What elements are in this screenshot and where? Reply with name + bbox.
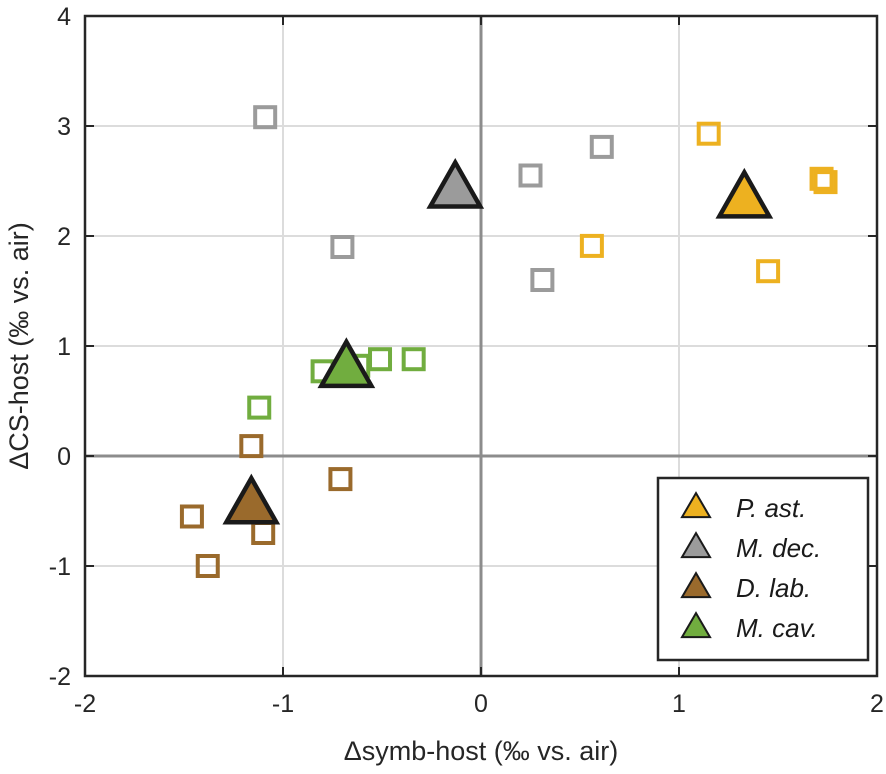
data-point bbox=[589, 134, 614, 159]
data-point bbox=[579, 233, 604, 258]
data-point bbox=[696, 121, 721, 146]
axis-ticks bbox=[84, 15, 878, 677]
data-point bbox=[813, 170, 838, 195]
x-tick-label: 0 bbox=[474, 690, 488, 718]
x-axis-label: Δsymb-host (‰ vs. air) bbox=[344, 736, 619, 766]
data-point bbox=[368, 347, 393, 372]
data-point bbox=[239, 434, 264, 459]
data-point bbox=[530, 268, 555, 292]
x-tick-label: 1 bbox=[672, 690, 686, 718]
x-tick-label: -1 bbox=[272, 690, 294, 718]
data-point bbox=[179, 504, 204, 529]
x-tick-label: -2 bbox=[74, 690, 96, 718]
y-tick-label: -2 bbox=[49, 663, 71, 691]
y-tick-label: 4 bbox=[57, 3, 71, 31]
data-point bbox=[756, 259, 781, 284]
data-point bbox=[809, 166, 834, 191]
legend-marker bbox=[680, 611, 712, 639]
data-point bbox=[330, 235, 355, 259]
legend-label: P. ast. bbox=[736, 493, 806, 523]
y-tick-label: 0 bbox=[57, 443, 71, 471]
y-tick-label: 1 bbox=[57, 333, 71, 361]
data-point bbox=[253, 105, 278, 130]
mean-markers bbox=[222, 157, 774, 525]
legend-label: M. cav. bbox=[736, 613, 818, 643]
mean-marker bbox=[426, 157, 485, 209]
zero-lines bbox=[85, 16, 877, 676]
data-point bbox=[518, 163, 543, 188]
mean-marker bbox=[317, 337, 376, 389]
x-tick-label: 2 bbox=[870, 690, 884, 718]
data-point bbox=[247, 395, 272, 420]
legend-items: P. ast. M. dec. D. lab. M. cav. bbox=[680, 491, 821, 643]
x-tick-labels: -2 -1 0 1 2 bbox=[74, 690, 884, 718]
data-point bbox=[195, 554, 220, 578]
data-point bbox=[401, 347, 426, 372]
data-point bbox=[328, 467, 353, 492]
legend-label: D. lab. bbox=[736, 573, 811, 603]
legend-label: M. dec. bbox=[736, 533, 821, 563]
y-tick-label: -1 bbox=[49, 553, 71, 581]
y-tick-label: 2 bbox=[57, 223, 71, 251]
data-points bbox=[179, 105, 838, 578]
y-tick-label: 3 bbox=[57, 113, 71, 141]
legend-marker bbox=[680, 531, 712, 559]
mean-marker bbox=[715, 167, 774, 219]
legend: P. ast. M. dec. D. lab. M. cav. bbox=[656, 476, 870, 662]
y-tick-labels: -2 -1 0 1 2 3 4 bbox=[49, 3, 71, 691]
y-axis-label: ΔCS-host (‰ vs. air) bbox=[4, 222, 34, 470]
legend-marker bbox=[680, 491, 712, 519]
legend-marker bbox=[680, 571, 712, 599]
data-point bbox=[251, 521, 276, 545]
mean-marker bbox=[222, 473, 281, 525]
